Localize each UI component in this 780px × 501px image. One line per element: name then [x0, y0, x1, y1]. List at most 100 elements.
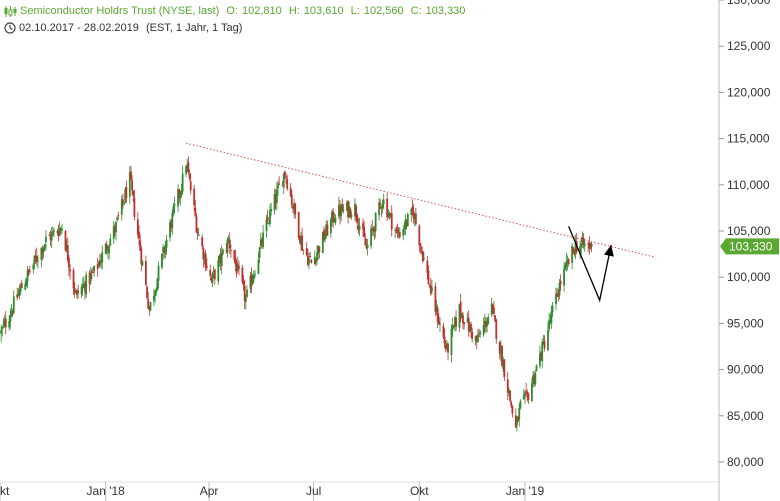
candle-body — [447, 343, 449, 353]
candle-body — [442, 325, 445, 338]
candle-body — [452, 325, 455, 327]
candle-body — [244, 298, 247, 302]
candle — [171, 209, 174, 236]
candle — [139, 234, 142, 252]
candle-body — [204, 253, 207, 268]
candle — [179, 191, 182, 206]
candle-body — [164, 245, 167, 254]
candle — [517, 415, 520, 422]
candle — [491, 303, 494, 315]
candle — [92, 267, 94, 274]
candle-body — [273, 194, 276, 211]
candle — [155, 287, 158, 296]
candle-body — [468, 324, 471, 333]
candle-body — [313, 256, 316, 265]
candle-body — [535, 365, 538, 371]
candle — [236, 256, 239, 272]
close-label: C: — [410, 5, 422, 17]
candle — [242, 275, 245, 291]
candle-body — [371, 227, 374, 230]
candle — [221, 248, 224, 256]
candle — [281, 180, 284, 187]
candle-body — [92, 271, 94, 273]
candle — [583, 239, 586, 252]
candle — [8, 315, 11, 331]
candle — [76, 288, 78, 300]
candle — [147, 292, 150, 310]
candle-body — [548, 319, 551, 330]
candle — [173, 196, 176, 214]
candle — [475, 335, 478, 349]
candle — [65, 239, 68, 253]
candle-body — [509, 390, 511, 401]
candle — [342, 204, 345, 214]
candle-body — [261, 239, 263, 246]
candle-body — [162, 247, 165, 253]
candle — [499, 340, 502, 362]
low-value: 102,560 — [363, 5, 404, 17]
candle-body — [519, 401, 522, 409]
candle — [402, 224, 405, 241]
candle-body — [122, 199, 124, 203]
candle — [57, 224, 60, 242]
candle — [4, 311, 7, 335]
candle-body — [179, 192, 182, 199]
candle — [117, 211, 120, 220]
candle — [91, 268, 93, 280]
candle-body — [50, 232, 53, 241]
candle — [186, 158, 189, 172]
candle-body — [68, 257, 70, 268]
candle-body — [128, 172, 131, 197]
open-value: 102,810 — [241, 5, 282, 17]
candle — [93, 265, 96, 277]
high-label: H: — [288, 5, 300, 17]
candle-body — [450, 328, 453, 356]
candle-body — [8, 321, 11, 328]
candle-body — [490, 303, 493, 315]
candle — [579, 240, 582, 260]
candle-body — [196, 232, 199, 234]
candle-body — [482, 325, 485, 335]
candle — [474, 335, 477, 346]
candle — [388, 211, 391, 220]
candle — [587, 241, 590, 253]
candle — [270, 202, 273, 217]
candle — [17, 287, 20, 297]
candle-body — [565, 260, 568, 267]
candle-body — [412, 211, 415, 219]
candle-body — [202, 248, 205, 260]
candle — [411, 199, 414, 216]
candle-body — [439, 323, 441, 325]
candle-body — [428, 285, 431, 287]
candle-body — [77, 290, 80, 294]
candle — [395, 225, 398, 234]
candle — [131, 175, 134, 195]
candle — [337, 196, 340, 220]
x-tick-label: Okt — [410, 484, 429, 498]
candle-body — [227, 238, 230, 241]
candle — [217, 255, 220, 285]
candle-body — [82, 283, 85, 287]
candle — [49, 230, 52, 247]
candle — [153, 289, 155, 307]
candle-body — [370, 228, 372, 246]
candle-body — [539, 353, 541, 366]
candle-body — [366, 244, 369, 248]
candle-body — [149, 301, 152, 311]
candle-body — [154, 291, 156, 297]
candle — [372, 225, 375, 237]
candle — [12, 290, 15, 315]
candle-body — [165, 239, 168, 248]
candle-body — [212, 271, 215, 273]
candle-body — [249, 275, 252, 289]
candle-body — [334, 217, 337, 223]
candle-body — [284, 171, 286, 175]
candle-body — [574, 241, 577, 253]
candle-body — [373, 227, 376, 232]
candle — [277, 180, 279, 196]
candle — [20, 279, 23, 288]
candle-body — [266, 216, 269, 222]
candle — [66, 237, 69, 263]
candle — [149, 301, 152, 312]
